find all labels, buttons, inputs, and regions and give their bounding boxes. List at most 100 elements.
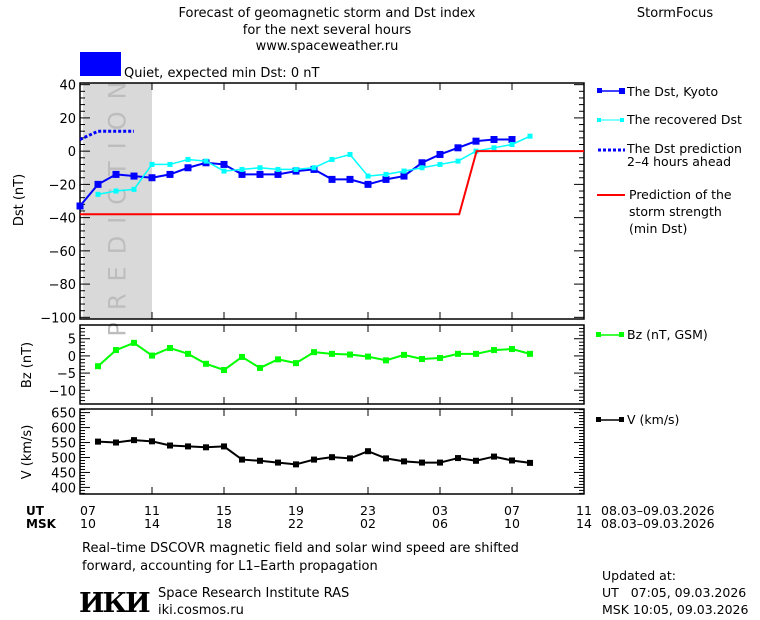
v-series-0-point: [383, 455, 389, 462]
bz-series-0-point: [275, 356, 281, 363]
dst-series-1-point: [347, 151, 353, 157]
updated-ut: UT 07:05, 09.03.2026: [602, 585, 746, 600]
legend-storm-1: Prediction of the: [629, 187, 732, 202]
bz-series-0-point: [329, 350, 335, 357]
dst-series-1-point: [221, 168, 227, 174]
status-color-indicator: [80, 52, 121, 76]
legend-recovered: The recovered Dst: [626, 112, 742, 127]
dst-series-0-point: [94, 180, 102, 188]
title-line-3: www.spaceweather.ru: [256, 39, 399, 54]
ut-tick-label: 15: [216, 503, 232, 518]
dst-series-1-point: [257, 165, 263, 171]
v-series-0-point: [437, 459, 443, 466]
dst-series-1-point: [131, 186, 137, 192]
ut-tick-label: 07: [504, 503, 520, 518]
ut-tick-label: 11: [144, 503, 160, 518]
dst-series-0-point: [274, 170, 282, 178]
legend-kyoto: The Dst, Kyoto: [626, 84, 718, 99]
v-series-0-point: [131, 437, 137, 444]
y-tick-label: 650: [51, 407, 76, 422]
title-line-1: Forecast of geomagnetic storm and Dst in…: [178, 6, 475, 21]
dst-series-1-point: [185, 156, 191, 162]
iki-logo: ИКИ: [79, 588, 150, 619]
y-tick-label: 600: [51, 422, 76, 437]
bz-series-0-point: [293, 360, 299, 367]
dst-series-0-point: [400, 172, 408, 180]
bz-panel-frame: [79, 324, 585, 405]
dst-series-0-point: [238, 170, 246, 178]
bz-panel: 5 0 −5 −10: [49, 324, 585, 405]
msk-label: MSK: [26, 517, 57, 531]
ut-label: UT: [26, 504, 45, 518]
dst-series-0-point: [328, 175, 336, 183]
bz-series-0-point: [509, 346, 515, 353]
bz-series-0-point: [455, 350, 461, 357]
v-series-0-point: [275, 459, 281, 466]
dst-series-0-point: [436, 150, 444, 158]
dst-series-0-point: [130, 172, 138, 180]
bz-series-0-point: [149, 352, 155, 359]
bz-series-0-point: [113, 347, 119, 354]
dst-series-0-point: [418, 159, 426, 167]
y-tick-label: 400: [51, 481, 76, 496]
msk-tick-label: 10: [504, 516, 520, 531]
bz-series-0-line: [97, 341, 531, 372]
v-series-0-point: [329, 454, 335, 461]
dst-series-1-point: [203, 158, 209, 164]
v-series-0-point: [401, 458, 407, 465]
dst-axis-title: Dst (nT): [12, 174, 27, 226]
bz-axis-title: Bz (nT): [20, 342, 35, 388]
footnote-line-2: forward, accounting for L1–Earth propaga…: [82, 559, 378, 574]
bz-series-0-point: [491, 347, 497, 354]
v-series-0-point: [455, 455, 461, 462]
v-series-0-point: [203, 444, 209, 451]
legend-storm-3: (min Dst): [629, 221, 687, 236]
dst-series-1-point: [311, 165, 317, 171]
ut-tick-label: 19: [288, 503, 304, 518]
msk-tick-label: 06: [432, 516, 448, 531]
dst-series-0-point: [112, 170, 120, 178]
status-text: Quiet, expected min Dst: 0 nT: [124, 66, 319, 81]
dst-series-1-point: [239, 166, 245, 172]
legend-v: V (km/s): [627, 412, 679, 427]
dst-series-1-point: [419, 165, 425, 171]
dst-series-2-line: [79, 129, 134, 141]
dst-series-1-point: [527, 133, 533, 139]
institute-url: iki.cosmos.ru: [158, 603, 244, 618]
bz-series-0-point: [347, 351, 353, 358]
y-tick-label: 450: [51, 466, 76, 481]
dst-series-0-point: [166, 170, 174, 178]
bz-series-0-point: [95, 363, 101, 370]
y-tick-label: −10: [49, 384, 76, 399]
title-line-2: for the next several hours: [243, 23, 412, 38]
msk-tick-label: 18: [216, 516, 232, 531]
y-tick-label: −20: [49, 178, 76, 193]
y-tick-label: 0: [68, 350, 76, 365]
y-tick-label: 5: [68, 333, 76, 348]
dst-panel: PREDICTION 40 20 0 −20 −40 −60 −80 −100: [40, 69, 585, 337]
v-series-0-point: [113, 439, 119, 446]
msk-tick-label: 02: [360, 516, 376, 531]
dst-series-1-point: [383, 171, 389, 177]
dst-series-3-line: [80, 150, 584, 216]
updated-label: Updated at:: [602, 568, 676, 583]
dst-series-0-point: [472, 137, 480, 145]
v-series-0-point: [257, 457, 263, 464]
msk-tick-label: 14: [576, 516, 592, 531]
bz-series-0-point: [527, 350, 533, 357]
dst-series-0-point: [76, 202, 84, 210]
y-tick-label: −40: [49, 212, 76, 227]
v-series-0-point: [221, 443, 227, 450]
prediction-label: PREDICTION: [104, 69, 132, 336]
institute-name: Space Research Institute RAS: [158, 586, 349, 601]
y-tick-label: 20: [59, 112, 76, 127]
v-series-0-point: [311, 456, 317, 463]
ut-tick-label: 23: [360, 503, 376, 518]
v-series-0-point: [419, 459, 425, 466]
v-series-0-point: [149, 438, 155, 445]
dst-panel-frame: [79, 82, 585, 320]
dst-series-1-point: [95, 191, 101, 197]
dst-series-0-point: [220, 160, 228, 168]
dst-series-1-point: [275, 166, 281, 172]
